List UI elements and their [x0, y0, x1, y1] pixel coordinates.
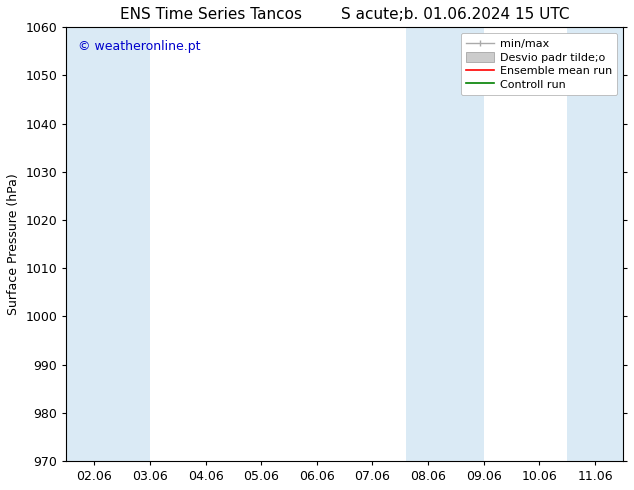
Legend: min/max, Desvio padr tilde;o, Ensemble mean run, Controll run: min/max, Desvio padr tilde;o, Ensemble m… — [461, 33, 618, 96]
Text: © weatheronline.pt: © weatheronline.pt — [77, 40, 200, 53]
Bar — [406, 27, 450, 461]
Y-axis label: Surface Pressure (hPa): Surface Pressure (hPa) — [7, 173, 20, 315]
Bar — [450, 27, 484, 461]
Bar — [67, 27, 150, 461]
Bar — [567, 27, 595, 461]
Title: ENS Time Series Tancos        S acute;b. 01.06.2024 15 UTC: ENS Time Series Tancos S acute;b. 01.06.… — [120, 7, 569, 22]
Bar — [595, 27, 623, 461]
